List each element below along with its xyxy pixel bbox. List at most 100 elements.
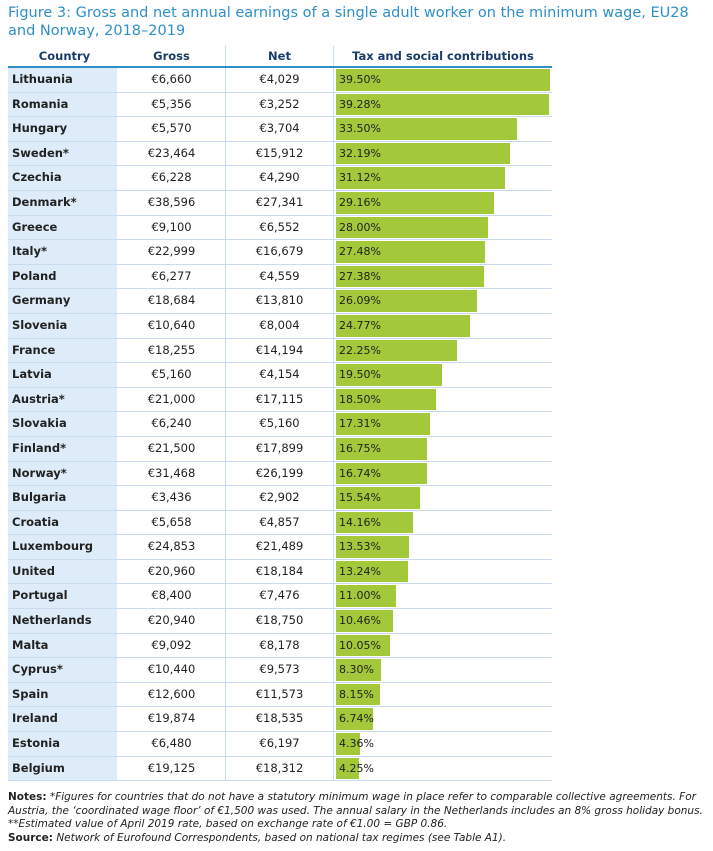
table-row: Spain €12,600 €11,573 8.15% [8, 682, 552, 708]
gross-cell: €10,440 [118, 658, 226, 682]
tax-label: 15.54% [339, 491, 381, 505]
tax-cell: 11.00% [334, 584, 552, 608]
table-row: Austria* €21,000 €17,115 18.50% [8, 387, 552, 413]
net-cell: €4,154 [226, 363, 334, 387]
tax-label: 13.24% [339, 564, 381, 578]
gross-cell: €6,480 [118, 732, 226, 756]
gross-cell: €12,600 [118, 682, 226, 707]
net-cell: €9,573 [226, 658, 334, 682]
tax-cell: 4.25% [334, 757, 552, 781]
notes-block: Notes: *Figures for countries that do no… [8, 791, 708, 832]
tax-label: 26.09% [339, 294, 381, 308]
net-cell: €17,115 [226, 387, 334, 412]
table-row: Czechia €6,228 €4,290 31.12% [8, 166, 552, 191]
net-cell: €26,199 [226, 461, 334, 486]
tax-cell: 15.54% [334, 486, 552, 510]
tax-cell: 8.30% [334, 658, 552, 682]
tax-label: 13.53% [339, 540, 381, 554]
net-cell: €18,312 [226, 756, 334, 781]
country-cell: Spain [8, 682, 118, 707]
tax-label: 18.50% [339, 392, 381, 406]
table-row: Belgium €19,125 €18,312 4.25% [8, 756, 552, 782]
tax-label: 39.28% [339, 97, 381, 111]
tax-bar [336, 708, 373, 731]
net-cell: €6,197 [226, 732, 334, 756]
tax-label: 14.16% [339, 515, 381, 529]
gross-cell: €31,468 [118, 461, 226, 486]
table-row: Norway* €31,468 €26,199 16.74% [8, 461, 552, 487]
tax-cell: 19.50% [334, 363, 552, 387]
tax-cell: 14.16% [334, 511, 552, 535]
table-row: United Kingdom**€20,960€18,184 13.24% [8, 559, 552, 601]
gross-cell: €24,853 [118, 535, 226, 559]
tax-cell: 32.19% [334, 142, 552, 166]
tax-cell: 8.15% [334, 683, 552, 707]
tax-label: 10.46% [339, 614, 381, 628]
country-cell: Germany [8, 289, 118, 313]
net-cell: €6,552 [226, 215, 334, 240]
gross-cell: €20,940 [118, 609, 226, 633]
tax-cell: 16.75% [334, 437, 552, 461]
gross-cell: €9,100 [118, 215, 226, 240]
tax-cell: 22.25% [334, 339, 552, 363]
tax-bar [336, 462, 427, 485]
table-row: Cyprus* €10,440 €9,573 8.30% [8, 658, 552, 683]
table-row: Latvia €5,160 €4,154 19.50% [8, 363, 552, 388]
table-row: Croatia €5,658 €4,857 14.16% [8, 510, 552, 536]
country-cell: Romania [8, 92, 118, 117]
country-cell: Bulgaria [8, 486, 118, 510]
tax-bar [336, 167, 505, 189]
country-cell: United Kingdom** [8, 559, 118, 601]
table-row: Poland €6,277 €4,559 27.38% [8, 264, 552, 290]
gross-cell: €5,356 [118, 92, 226, 117]
net-cell: €13,810 [226, 289, 334, 313]
country-cell: Croatia [8, 510, 118, 535]
column-header: Tax and social contributions [334, 46, 552, 66]
gross-cell: €18,255 [118, 338, 226, 363]
gross-cell: €19,874 [118, 707, 226, 732]
tax-bar [336, 733, 360, 755]
gross-cell: €18,684 [118, 289, 226, 313]
tax-label: 24.77% [339, 318, 381, 332]
tax-label: 10.05% [339, 638, 381, 652]
tax-bar [336, 560, 408, 583]
net-cell: €5,160 [226, 412, 334, 436]
table-row: Greece €9,100 €6,552 28.00% [8, 215, 552, 241]
tax-label: 29.16% [339, 195, 381, 209]
tax-label: 32.19% [339, 146, 381, 160]
country-cell: Slovakia [8, 412, 118, 436]
table-row: Germany €18,684 €13,810 26.09% [8, 289, 552, 314]
source-label: Source: [8, 831, 53, 844]
net-cell: €8,178 [226, 633, 334, 658]
country-cell: Ireland [8, 707, 118, 732]
country-cell: Portugal [8, 584, 118, 609]
column-header: Net [226, 46, 334, 66]
source-block: Source: Network of Eurofound Corresponde… [8, 832, 708, 846]
country-cell: Slovenia [8, 313, 118, 338]
tax-label: 4.36% [339, 737, 374, 751]
country-cell: Poland [8, 264, 118, 289]
gross-cell: €10,640 [118, 313, 226, 338]
gross-cell: €22,999 [118, 240, 226, 264]
tax-label: 27.38% [339, 269, 381, 283]
net-cell: €4,029 [226, 68, 334, 92]
gross-cell: €21,500 [118, 436, 226, 461]
column-header: Gross [118, 46, 226, 66]
net-cell: €8,004 [226, 313, 334, 338]
table-row: Slovenia €10,640 €8,004 24.77% [8, 313, 552, 339]
tax-bar [336, 659, 381, 681]
source-text: Network of Eurofound Correspondents, bas… [56, 831, 507, 844]
country-cell: Czechia [8, 166, 118, 190]
tax-bar [336, 511, 413, 534]
tax-bar [336, 93, 549, 116]
table-row: Luxembourg €24,853 €21,489 13.53% [8, 535, 552, 560]
table-row: Denmark* €38,596 €27,341 29.16% [8, 190, 552, 216]
net-cell: €18,184 [226, 559, 334, 584]
header-row: Country Gross Net Tax and social contributi… [8, 46, 552, 68]
net-cell: €27,341 [226, 190, 334, 215]
tax-label: 39.50% [339, 73, 381, 86]
tax-label: 33.50% [339, 122, 381, 136]
country-cell: Finland* [8, 436, 118, 461]
table-row: Portugal €8,400 €7,476 11.00% [8, 584, 552, 610]
tax-cell: 28.00% [334, 216, 552, 240]
